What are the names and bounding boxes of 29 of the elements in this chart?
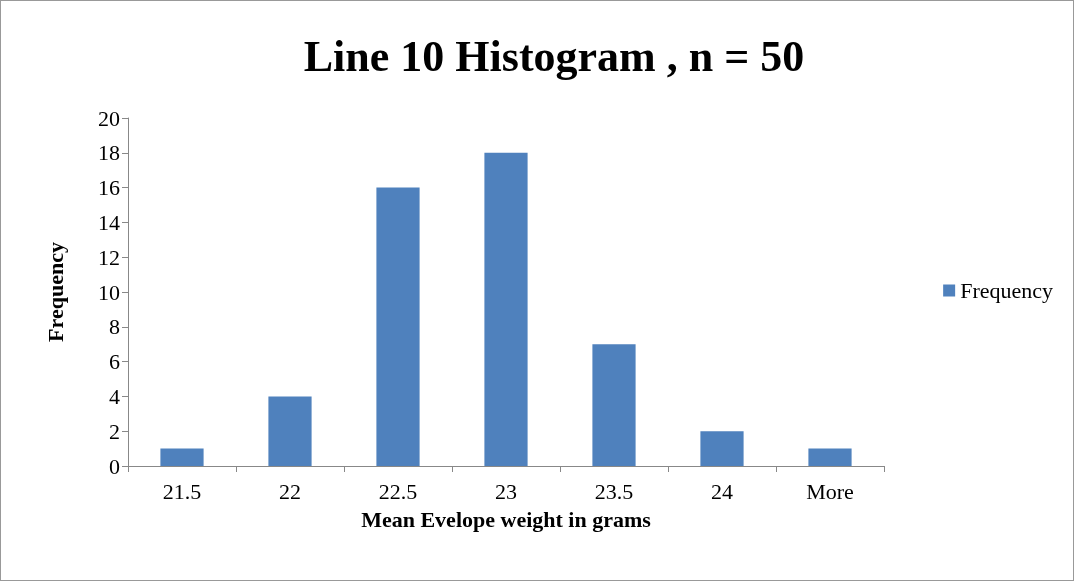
bar bbox=[592, 344, 636, 466]
y-tick-label: 14 bbox=[98, 209, 120, 235]
y-tick-label: 0 bbox=[109, 453, 120, 479]
y-tick-label: 8 bbox=[109, 314, 120, 340]
bar bbox=[484, 152, 528, 466]
x-axis-title: Mean Evelope weight in grams bbox=[361, 506, 652, 532]
legend-label: Frequency bbox=[960, 278, 1053, 303]
y-tick-label: 6 bbox=[109, 349, 120, 375]
bar bbox=[160, 448, 204, 466]
y-tick-label: 20 bbox=[98, 105, 120, 131]
y-axis-title: Frequency bbox=[42, 242, 68, 342]
y-tick-label: 2 bbox=[109, 418, 120, 444]
y-tick-label: 16 bbox=[98, 175, 120, 201]
chart-title: Line 10 Histogram , n = 50 bbox=[303, 31, 805, 81]
x-tick-label: 24 bbox=[711, 478, 733, 504]
y-tick-label: 4 bbox=[109, 383, 120, 409]
x-tick-label: 22 bbox=[279, 478, 301, 504]
x-tick-label: More bbox=[806, 478, 854, 504]
y-tick-label: 18 bbox=[98, 140, 120, 166]
bar bbox=[808, 448, 852, 466]
x-tick-label: 22.5 bbox=[378, 478, 418, 504]
y-tick-label: 10 bbox=[98, 279, 120, 305]
x-tick-label: 23.5 bbox=[594, 478, 634, 504]
y-tick-label: 12 bbox=[98, 244, 120, 270]
x-tick-label: 23 bbox=[495, 478, 517, 504]
x-tick-label: 21.5 bbox=[162, 478, 202, 504]
bar bbox=[268, 396, 312, 466]
bar bbox=[700, 431, 744, 466]
bar bbox=[376, 187, 420, 466]
